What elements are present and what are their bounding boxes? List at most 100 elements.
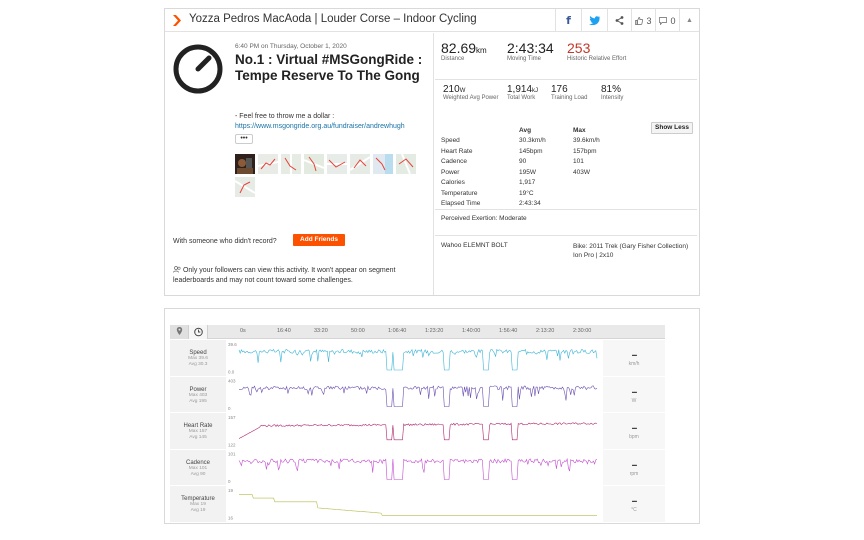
- stat-moving-time: 2:43:34 Moving Time: [507, 40, 554, 63]
- avatar[interactable]: [172, 43, 224, 95]
- time-tick-label: 2:13:20: [536, 328, 554, 334]
- time-tick-label: 0s: [240, 328, 246, 334]
- comment-count: 0: [670, 16, 675, 26]
- twitter-share-button[interactable]: [581, 9, 607, 32]
- privacy-note: Only your followers can view this activi…: [173, 266, 431, 286]
- metric-avg: Avg 90: [170, 472, 226, 478]
- axis-bottom-label: 16: [228, 516, 234, 521]
- weighted-power-value: 210: [443, 84, 460, 95]
- chart-row-background: [227, 450, 603, 486]
- share-button[interactable]: [607, 9, 631, 32]
- show-less-button[interactable]: Show Less: [651, 122, 693, 134]
- kudos-button[interactable]: 3: [631, 9, 655, 32]
- distance-value: 82.69: [441, 40, 476, 56]
- moving-time-label: Moving Time: [507, 56, 554, 63]
- metric-value: --: [603, 387, 665, 398]
- map-pin-icon: [170, 325, 189, 339]
- map-thumbnail[interactable]: [281, 154, 301, 174]
- chart-row-value: -- °C: [603, 486, 665, 523]
- chart-row-label: Temperature Max 19 Avg 19: [170, 486, 226, 523]
- map-thumbnail[interactable]: [235, 177, 255, 197]
- perceived-exertion: Perceived Exertion: Moderate: [441, 215, 527, 222]
- more-button[interactable]: •••: [235, 134, 253, 144]
- time-mode-button[interactable]: [189, 325, 208, 339]
- row-avg: 90: [519, 158, 526, 165]
- followers-icon: [173, 266, 181, 273]
- map-thumbnail[interactable]: [327, 154, 347, 174]
- analysis-chart[interactable]: 39.6 0.0 403 0 157 122 101 0 19 16: [227, 340, 603, 520]
- photo-thumbnail[interactable]: [235, 154, 255, 174]
- fundraiser-link[interactable]: https://www.msgongride.org.au/fundraiser…: [235, 123, 405, 130]
- time-tick-label: 2:30:00: [573, 328, 591, 334]
- row-avg: 2:43:34: [519, 200, 541, 207]
- map-thumbnail[interactable]: [258, 154, 278, 174]
- add-friends-button[interactable]: Add Friends: [293, 234, 345, 246]
- stat-distance: 82.69km Distance: [441, 40, 487, 63]
- time-tick-label: 50:00: [351, 328, 365, 334]
- collapse-button[interactable]: ▲: [679, 9, 699, 32]
- divider: [435, 235, 697, 236]
- row-max: 157bpm: [573, 148, 597, 155]
- chart-row-value: -- rpm: [603, 450, 665, 487]
- metric-avg: Avg 19: [170, 508, 226, 514]
- map-thumbnail[interactable]: [373, 154, 393, 174]
- metric-value: --: [603, 460, 665, 471]
- metric-unit: W: [603, 398, 665, 404]
- column-divider: [433, 33, 434, 295]
- row-label: Elapsed Time: [441, 200, 480, 207]
- share-icon: [615, 16, 624, 25]
- chart-row-value: -- km/h: [603, 340, 665, 377]
- facebook-icon: f: [566, 14, 571, 27]
- axis-top-label: 101: [228, 452, 236, 457]
- relative-effort-label: Historic Relative Effort: [567, 56, 627, 63]
- col-avg: Avg: [519, 127, 531, 134]
- stat-relative-effort[interactable]: 253 Historic Relative Effort: [567, 40, 627, 63]
- metric-unit: rpm: [603, 471, 665, 477]
- map-thumbnail[interactable]: [396, 154, 416, 174]
- axis-bottom-label: 0.0: [228, 370, 235, 375]
- row-max: 39.6km/h: [573, 137, 600, 144]
- activity-panel: Yozza Pedros MacAoda | Louder Corse – In…: [164, 8, 700, 296]
- chart-row-background: [227, 486, 603, 520]
- comment-button[interactable]: 0: [655, 9, 679, 32]
- intensity-label: Intensity: [601, 95, 623, 102]
- distance-mode-button[interactable]: [170, 325, 189, 339]
- row-label: Calories: [441, 179, 465, 186]
- row-avg: 145bpm: [519, 148, 543, 155]
- map-thumbnail[interactable]: [304, 154, 324, 174]
- time-axis-bar: 0s 16:40 33:20 50:00 1:06:40 1:23:20 1:40:00 1:…: [170, 325, 665, 339]
- facebook-share-button[interactable]: f: [555, 9, 581, 32]
- axis-top-label: 39.6: [228, 342, 237, 347]
- metric-value: --: [603, 350, 665, 361]
- privacy-text: Only your followers can view this activi…: [173, 267, 395, 284]
- col-max: Max: [573, 127, 586, 134]
- bike-name: Bike: 2011 Trek (Gary Fisher Collection): [573, 242, 688, 251]
- activity-title[interactable]: No.1 : Virtual #MSGongRide : Tempe Reser…: [235, 52, 431, 84]
- metric-value: --: [603, 496, 665, 507]
- weighted-power-label: Weighted Avg Power: [443, 95, 499, 102]
- header-actions: f 3 0 ▲: [555, 9, 699, 32]
- chart-row-background: [227, 413, 603, 449]
- row-avg: 19°C: [519, 190, 534, 197]
- activity-description: - Feel free to throw me a dollar : https…: [235, 112, 405, 132]
- time-tick-label: 1:23:20: [425, 328, 443, 334]
- time-tick-label: 16:40: [277, 328, 291, 334]
- divider: [435, 209, 697, 210]
- row-avg: 30.3km/h: [519, 137, 546, 144]
- analysis-panel: 0s 16:40 33:20 50:00 1:06:40 1:23:20 1:40:00 1:…: [164, 308, 700, 524]
- time-tick-label: 1:40:00: [462, 328, 480, 334]
- chart-row-value: -- bpm: [603, 413, 665, 450]
- metric-avg: Avg 195: [170, 399, 226, 405]
- weighted-power-unit: W: [460, 88, 466, 94]
- row-label: Heart Rate: [441, 148, 472, 155]
- map-thumbnail[interactable]: [350, 154, 370, 174]
- divider: [435, 79, 697, 80]
- row-max: 403W: [573, 169, 590, 176]
- axis-top-label: 19: [228, 488, 234, 493]
- time-tick-label: 1:56:40: [499, 328, 517, 334]
- distance-unit: km: [476, 46, 487, 55]
- row-label: Cadence: [441, 158, 467, 165]
- activity-date: 6:40 PM on Thursday, October 1, 2020: [235, 43, 347, 50]
- metric-unit: °C: [603, 507, 665, 513]
- intensity-value: 81%: [601, 84, 621, 95]
